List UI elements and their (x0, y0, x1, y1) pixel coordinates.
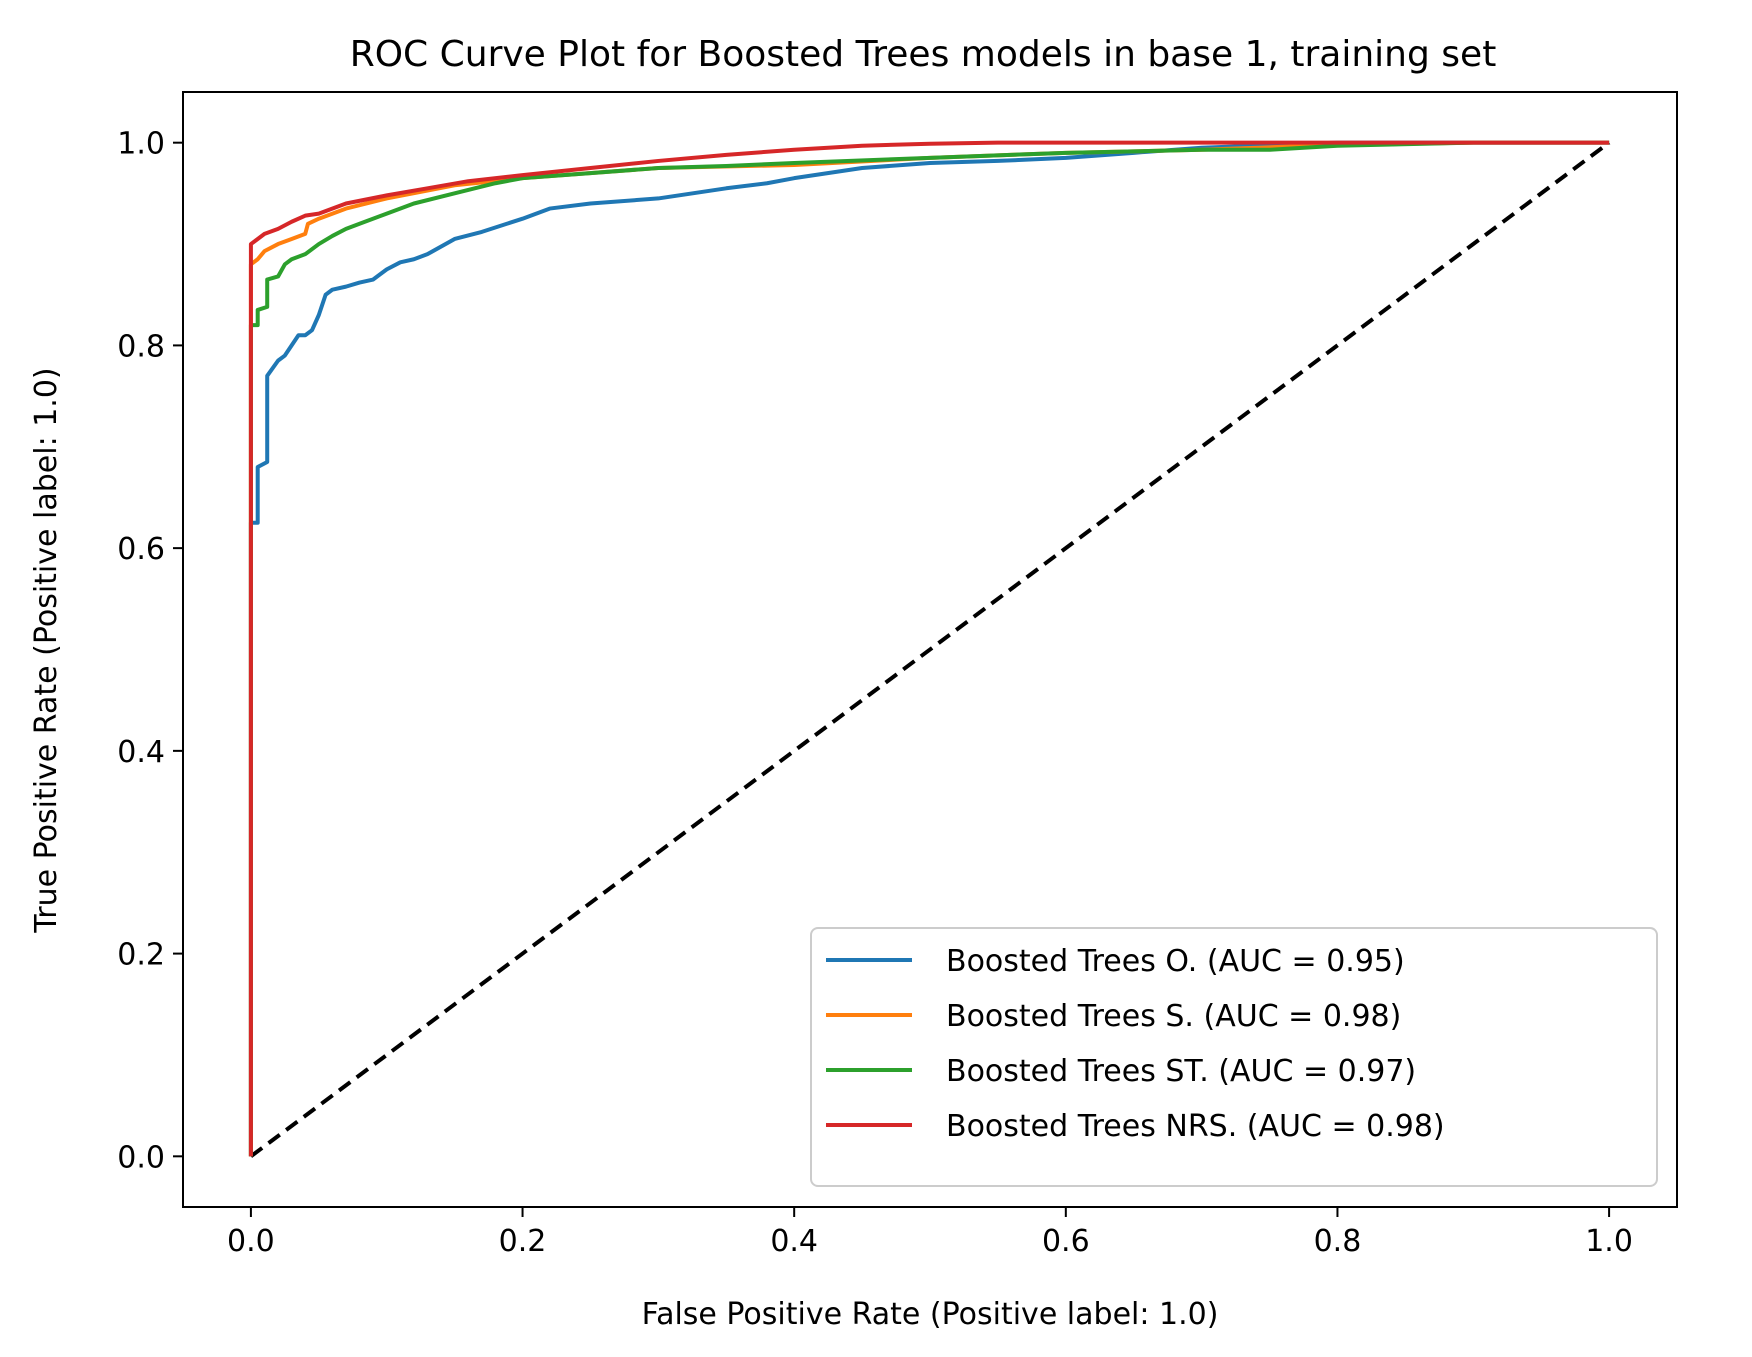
legend-entry-label: Boosted Trees O. (AUC = 0.95) (946, 944, 1405, 979)
roc-series-line (248, 140, 1610, 1157)
y-tick-label: 0.8 (117, 329, 165, 364)
legend-entry-label: Boosted Trees ST. (AUC = 0.97) (946, 1054, 1416, 1089)
x-tick-label: 0.8 (1314, 1224, 1362, 1259)
legend-entry-label: Boosted Trees S. (AUC = 0.98) (946, 999, 1401, 1034)
legend-box (810, 927, 1658, 1187)
reference-line-layer (249, 141, 1611, 1158)
x-tick-label: 1.0 (1585, 1224, 1633, 1259)
plot-frame (182, 91, 1678, 1208)
series-layer (248, 140, 1610, 1157)
x-tick-label: 0.0 (227, 1224, 275, 1259)
legend-entry-label: Boosted Trees NRS. (AUC = 0.98) (946, 1109, 1445, 1144)
x-axis-label: False Positive Rate (Positive label: 1.0… (642, 1297, 1219, 1332)
x-tick-label: 0.2 (499, 1224, 547, 1259)
y-tick-label: 0.0 (117, 1140, 165, 1175)
legend: Boosted Trees O. (AUC = 0.95) Boosted Tre… (810, 927, 1658, 1187)
chart-title: ROC Curve Plot for Boosted Trees models … (350, 34, 1497, 75)
chance-diagonal-line (249, 141, 1611, 1158)
x-tick-label: 0.6 (1042, 1224, 1090, 1259)
y-tick-label: 0.4 (117, 735, 165, 770)
x-axis-ticks: 0.0 0.2 0.4 0.6 0.8 1.0 (227, 1207, 1633, 1259)
y-axis-label: True Positive Rate (Positive label: 1.0) (29, 367, 64, 933)
y-axis-ticks: 0.0 0.2 0.4 0.6 0.8 1.0 (117, 127, 183, 1175)
legend-items: Boosted Trees O. (AUC = 0.95) Boosted Tre… (826, 944, 1445, 1144)
roc-series-line (248, 140, 1610, 1157)
y-tick-label: 0.6 (117, 532, 165, 567)
y-tick-label: 1.0 (117, 127, 165, 162)
x-tick-label: 0.4 (770, 1224, 818, 1259)
roc-series-line (248, 140, 1610, 1157)
y-tick-label: 0.2 (117, 938, 165, 973)
